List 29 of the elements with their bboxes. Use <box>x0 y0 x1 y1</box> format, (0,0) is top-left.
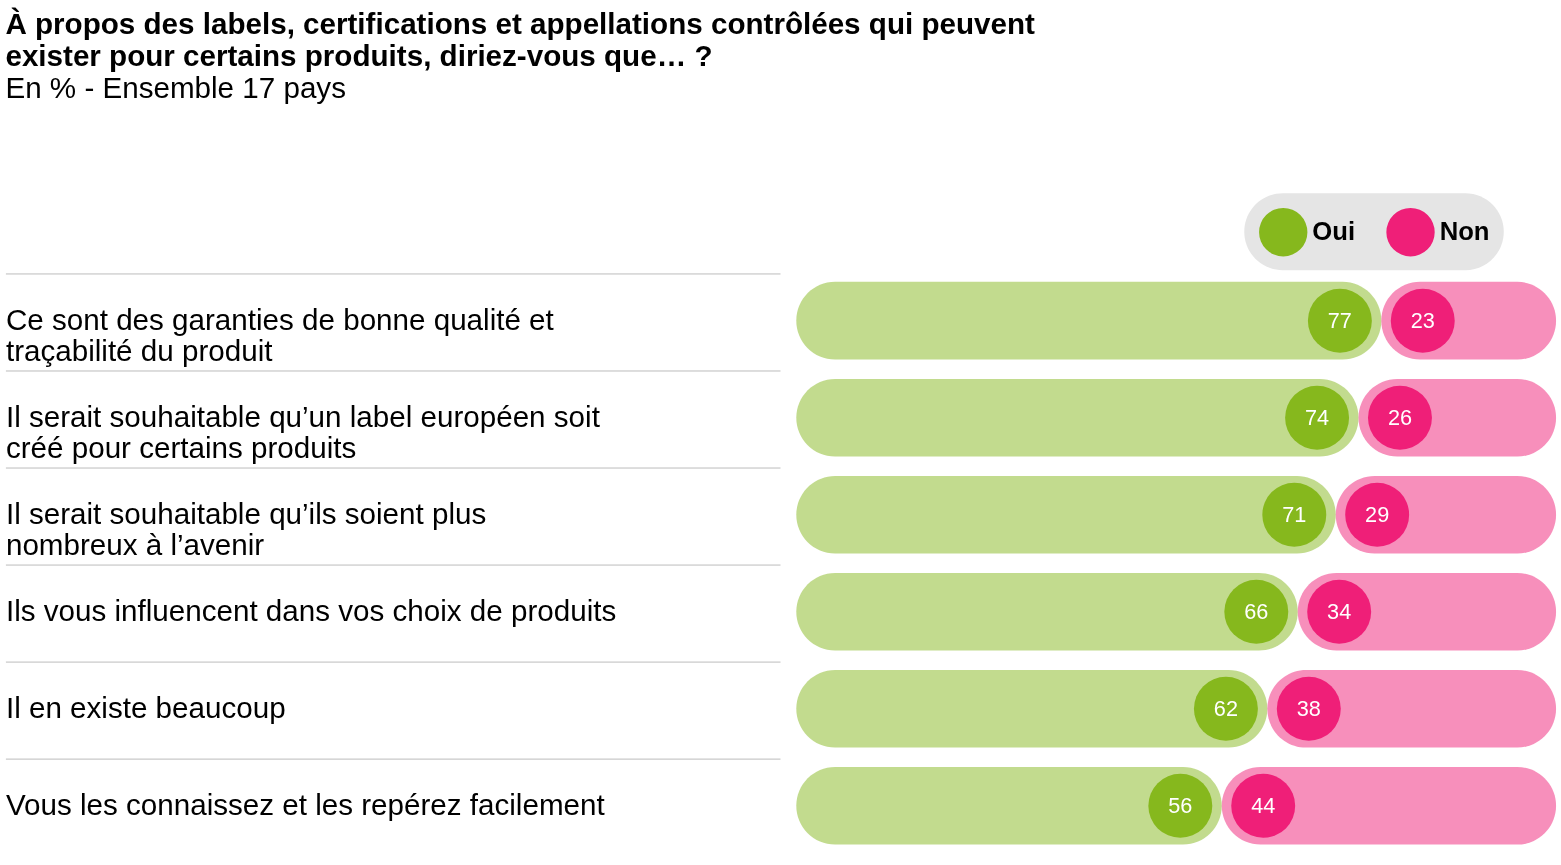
data-label: 66 <box>1244 598 1269 624</box>
bar <box>796 669 1268 748</box>
bar <box>796 378 1359 457</box>
text: À propos des labels, certifications et appellations contrôlées qui peuvent exister pour certains produits, diriez-vous que… ? <box>5 7 1036 72</box>
bar <box>796 572 1298 651</box>
y-tick-label: Ce sont des garanties de bonne qualité et traçabilité du produit <box>5 302 554 368</box>
data-label: 56 <box>1168 792 1193 818</box>
data-label: 77 <box>1327 307 1352 333</box>
legend-label: Oui <box>1312 217 1356 246</box>
data-label: 38 <box>1296 695 1321 721</box>
data-label: 71 <box>1282 501 1307 527</box>
y-tick-label: Ils vous influencent dans vos choix de produits <box>5 593 617 627</box>
y-tick-label: Vous les connaissez et les repérez facilement <box>5 787 605 821</box>
data-label: 62 <box>1213 695 1238 721</box>
y-tick-label: Il serait souhaitable qu’un label européen soit créé pour certains produits <box>5 399 600 465</box>
data-label: 26 <box>1387 404 1413 430</box>
legend-label: Non <box>1439 217 1490 246</box>
data-label: 29 <box>1365 501 1390 527</box>
data-label: 23 <box>1410 307 1435 333</box>
bar <box>1221 767 1557 845</box>
bar <box>796 475 1336 554</box>
text: En % - Ensemble 17 pays <box>5 71 346 105</box>
bar <box>796 281 1382 360</box>
y-tick-label: Il en existe beaucoup <box>5 690 286 724</box>
data-label: 44 <box>1251 792 1276 818</box>
y-tick-label: Il serait souhaitable qu’ils soient plus nombreux à l’avenir <box>5 496 487 562</box>
bar <box>796 767 1222 845</box>
data-label: 34 <box>1327 598 1352 624</box>
data-label: 74 <box>1305 404 1330 430</box>
